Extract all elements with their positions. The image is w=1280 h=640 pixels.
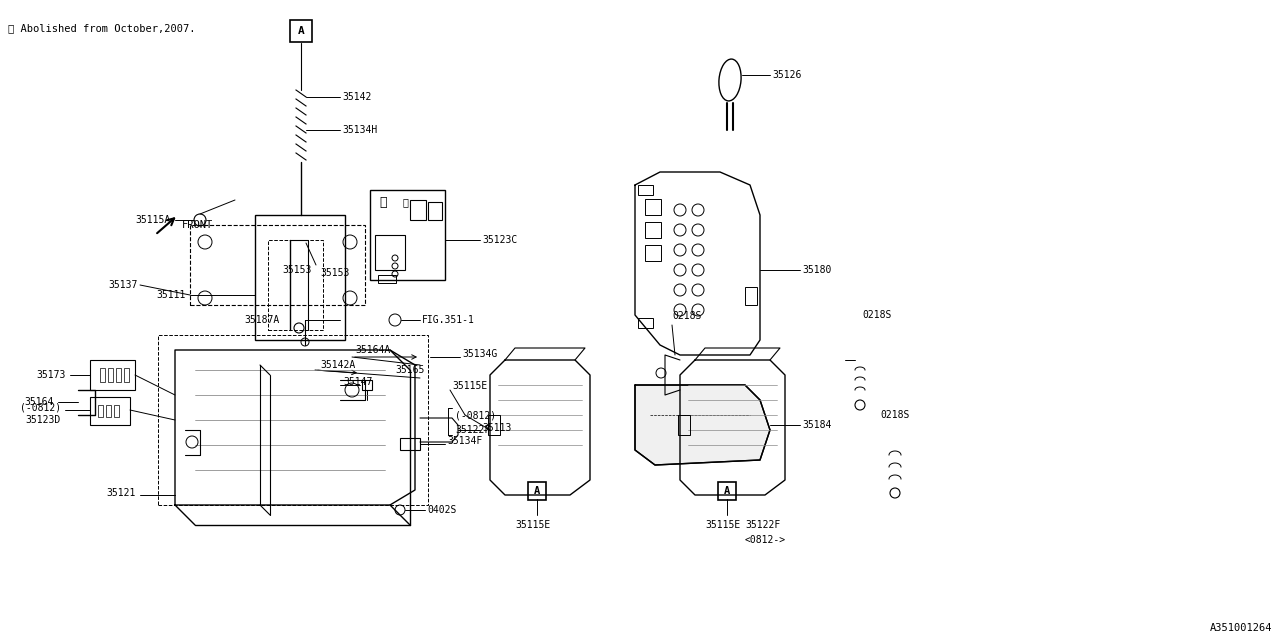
Text: 35115A: 35115A bbox=[136, 215, 172, 225]
Text: (-0812): (-0812) bbox=[20, 403, 61, 413]
Text: 35164: 35164 bbox=[24, 397, 54, 407]
Text: 35184: 35184 bbox=[803, 420, 832, 430]
Bar bbox=[645, 222, 660, 238]
Bar bbox=[100, 368, 105, 382]
Text: A: A bbox=[724, 486, 730, 496]
Bar bbox=[375, 235, 404, 270]
Text: 35180: 35180 bbox=[803, 265, 832, 275]
Bar bbox=[116, 368, 122, 382]
Text: 35126: 35126 bbox=[772, 70, 801, 80]
Text: 35147: 35147 bbox=[343, 377, 372, 387]
Bar bbox=[637, 185, 653, 195]
Bar bbox=[529, 482, 547, 500]
Text: 35111: 35111 bbox=[156, 290, 186, 300]
Bar bbox=[114, 405, 119, 417]
Text: (-0812): (-0812) bbox=[454, 410, 497, 420]
Bar bbox=[108, 368, 113, 382]
Bar bbox=[255, 215, 346, 340]
Bar bbox=[157, 335, 428, 505]
Text: 35122F: 35122F bbox=[745, 520, 781, 530]
Text: 0402S: 0402S bbox=[428, 505, 457, 515]
Bar bbox=[90, 360, 134, 390]
Text: 35173: 35173 bbox=[37, 370, 67, 380]
Text: 35115E: 35115E bbox=[452, 381, 488, 391]
Bar bbox=[645, 199, 660, 215]
Bar bbox=[718, 482, 736, 500]
Text: 35142A: 35142A bbox=[320, 360, 356, 370]
Text: A: A bbox=[534, 486, 540, 496]
Text: FRONT: FRONT bbox=[182, 220, 214, 230]
Bar bbox=[362, 380, 372, 390]
Text: 0218S: 0218S bbox=[672, 311, 701, 321]
Text: 35142: 35142 bbox=[342, 92, 371, 102]
Text: 35123D: 35123D bbox=[26, 415, 61, 425]
Text: A351001264: A351001264 bbox=[1210, 623, 1272, 633]
Text: 0218S: 0218S bbox=[881, 410, 909, 420]
Text: 35115E: 35115E bbox=[515, 520, 550, 530]
Text: FIG.351-1: FIG.351-1 bbox=[422, 315, 475, 325]
Text: 35134G: 35134G bbox=[462, 349, 497, 359]
Bar bbox=[106, 405, 111, 417]
Text: 35115E: 35115E bbox=[705, 520, 740, 530]
Bar bbox=[291, 20, 312, 42]
Text: 35137: 35137 bbox=[109, 280, 138, 290]
Text: 35165: 35165 bbox=[396, 365, 425, 375]
Text: 35164A: 35164A bbox=[355, 345, 390, 355]
Text: 35187A: 35187A bbox=[244, 315, 280, 325]
Text: 35153: 35153 bbox=[282, 265, 311, 275]
Text: <0812->: <0812-> bbox=[745, 535, 786, 545]
Bar bbox=[189, 225, 365, 305]
Bar bbox=[378, 275, 396, 283]
Text: ※: ※ bbox=[402, 197, 408, 207]
Text: A: A bbox=[298, 26, 305, 36]
Bar bbox=[488, 415, 500, 435]
Bar bbox=[428, 202, 442, 220]
Text: 35134F: 35134F bbox=[447, 436, 483, 446]
Text: ※: ※ bbox=[379, 195, 387, 209]
Text: ※ Abolished from October,2007.: ※ Abolished from October,2007. bbox=[8, 23, 196, 33]
Text: 35123C: 35123C bbox=[483, 235, 517, 245]
Text: 35153: 35153 bbox=[320, 268, 349, 278]
Bar bbox=[268, 240, 323, 330]
Bar bbox=[370, 190, 445, 280]
Polygon shape bbox=[635, 385, 771, 465]
Bar bbox=[745, 287, 756, 305]
Bar bbox=[124, 368, 129, 382]
Bar bbox=[637, 318, 653, 328]
Text: 35113: 35113 bbox=[483, 423, 512, 433]
Bar bbox=[678, 415, 690, 435]
Bar bbox=[645, 245, 660, 261]
Bar bbox=[99, 405, 102, 417]
Text: 0218S: 0218S bbox=[861, 310, 891, 320]
Text: 35121: 35121 bbox=[106, 488, 136, 498]
Bar bbox=[410, 200, 426, 220]
Text: 35134H: 35134H bbox=[342, 125, 378, 135]
Bar bbox=[399, 438, 420, 450]
Text: 35122F: 35122F bbox=[454, 425, 490, 435]
Bar bbox=[90, 397, 131, 425]
